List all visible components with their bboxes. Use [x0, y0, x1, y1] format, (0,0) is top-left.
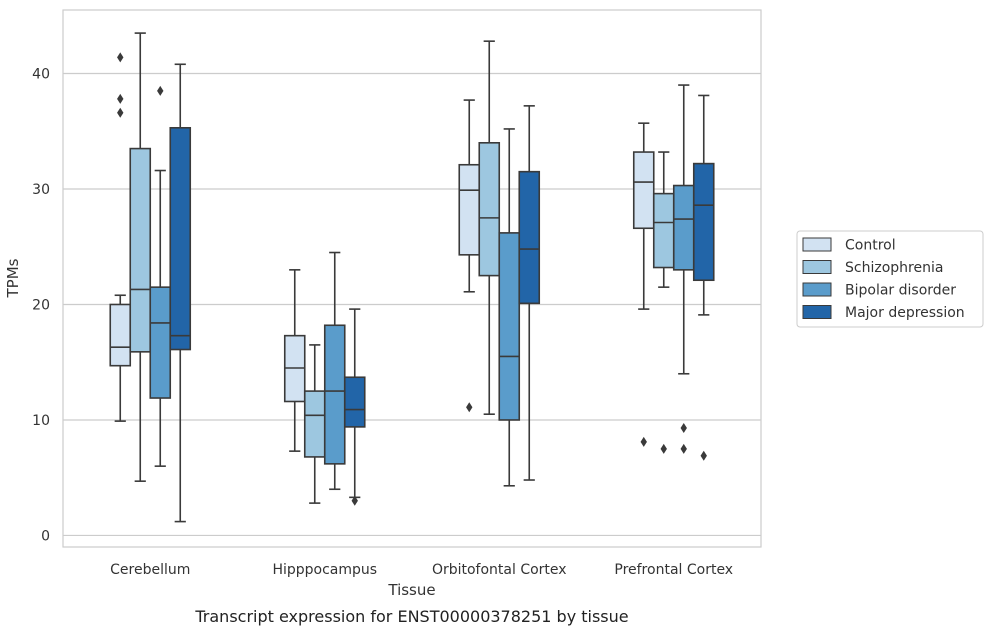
outlier-point — [351, 495, 358, 506]
outlier-point — [640, 436, 647, 447]
plot-frame — [62, 9, 762, 548]
box-group — [303, 344, 326, 504]
box-iqr — [129, 147, 152, 353]
box-group — [129, 32, 152, 482]
outlier-point — [466, 402, 473, 413]
box-group — [109, 52, 132, 422]
outlier-point — [117, 52, 124, 63]
box-group — [518, 105, 541, 481]
figure-caption: Transcript expression for ENST0000037825… — [194, 607, 628, 626]
box-iqr — [303, 390, 326, 458]
box-iqr — [109, 303, 132, 367]
legend-swatch — [802, 237, 832, 252]
box-iqr — [692, 162, 715, 282]
legend-swatch — [802, 260, 832, 274]
legend-swatch — [802, 305, 832, 319]
outlier-point — [700, 450, 707, 461]
box-iqr — [518, 170, 541, 305]
y-tick-label: 30 — [32, 182, 50, 198]
box-group — [169, 63, 192, 523]
legend-swatch — [802, 282, 832, 297]
box-group — [498, 128, 521, 487]
box-iqr — [672, 184, 695, 271]
y-tick-label: 20 — [32, 297, 50, 313]
box-group — [323, 251, 346, 491]
x-tick-label: Prefrontal Cortex — [614, 562, 733, 578]
box-iqr — [149, 286, 172, 399]
x-axis-title: Tissue — [387, 581, 435, 599]
box-plot-series — [109, 32, 715, 523]
outlier-point — [117, 107, 124, 118]
outlier-point — [117, 93, 124, 104]
box-group — [478, 40, 501, 415]
box-iqr — [343, 376, 366, 428]
box-group — [149, 85, 172, 467]
box-group — [632, 122, 655, 447]
box-iqr — [632, 151, 655, 230]
box-iqr — [169, 126, 192, 351]
y-axis-title: TPMs — [4, 258, 22, 298]
legend-label: Control — [845, 238, 896, 254]
outlier-point — [680, 423, 687, 434]
x-tick-labels: Cerebellum Hipppocampus Orbitofontal Corte… — [110, 562, 733, 578]
y-tick-label: 40 — [32, 67, 50, 83]
box-iqr — [323, 324, 346, 465]
x-tick-label: Orbitofontal Cortex — [432, 562, 567, 578]
outlier-point — [680, 443, 687, 454]
x-tick-label: Hipppocampus — [272, 562, 377, 578]
box-iqr — [498, 232, 521, 421]
box-iqr — [458, 163, 481, 256]
box-group — [672, 84, 695, 454]
legend: Control Schizophrenia Bipolar disorder Majo… — [796, 230, 984, 328]
y-tick-labels: 0 10 20 30 40 — [32, 67, 50, 545]
box-group — [458, 99, 481, 413]
legend-label: Major depression — [845, 305, 965, 321]
box-group — [343, 308, 366, 506]
y-tick-label: 10 — [32, 413, 50, 429]
y-tick-label: 0 — [41, 528, 50, 544]
box-group — [692, 94, 715, 461]
x-tick-label: Cerebellum — [110, 562, 190, 578]
box-iqr — [478, 142, 501, 277]
legend-label: Schizophrenia — [845, 260, 943, 276]
outlier-point — [660, 443, 667, 454]
box-iqr — [652, 192, 675, 269]
legend-frame — [796, 230, 984, 328]
outlier-point — [157, 85, 164, 96]
box-group — [652, 151, 675, 454]
legend-label: Bipolar disorder — [845, 283, 956, 299]
box-group — [283, 269, 306, 452]
